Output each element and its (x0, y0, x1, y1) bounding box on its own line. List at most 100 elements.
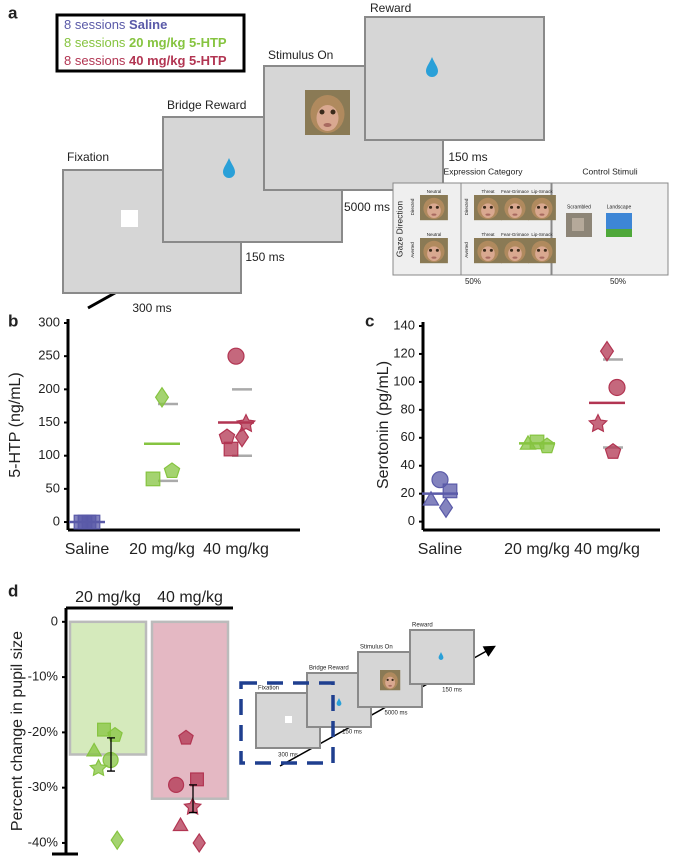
duration: 150 ms (342, 730, 362, 736)
monkey-image (474, 195, 502, 221)
point (604, 443, 622, 459)
screen-label: Reward (370, 1, 411, 15)
thumbnail (528, 195, 556, 221)
y-tick-label: -10% (28, 669, 59, 684)
heading: Control Stimuli (582, 166, 637, 176)
row-label: Directed (410, 198, 415, 215)
thumbnail (474, 238, 502, 264)
y-tick-label: 100 (393, 373, 415, 388)
point (145, 471, 161, 487)
y-axis-label: 5-HTP (ng/mL) (7, 372, 24, 478)
fixation-point (121, 210, 138, 227)
monkey-image (420, 195, 448, 221)
expression-label: Lip-Smack (531, 232, 553, 237)
x-tick-label: 20 mg/kg (75, 589, 141, 606)
legend-entry: 8 sessions Saline (64, 17, 167, 32)
highlight-box (239, 681, 335, 765)
point (178, 729, 194, 745)
stimulus-grid: Directed Directed Neutral Threat Fear-Grimac… (410, 189, 632, 264)
duration: 150 ms (448, 150, 487, 164)
legend-name: 20 mg/kg 5-HTP (129, 35, 227, 50)
expression-label: Threat (481, 189, 495, 194)
duration: 300 ms (278, 753, 298, 759)
y-tick-label: 300 (38, 314, 60, 329)
scrambled-image (572, 218, 584, 231)
thumbnail (501, 195, 529, 221)
screen-label: Bridge Reward (167, 98, 246, 112)
monkey-image (528, 238, 556, 264)
point (163, 462, 181, 479)
expression-label: Fear-Grimace (501, 232, 529, 237)
x-tick-label: Saline (418, 541, 463, 558)
y-tick-label: -40% (28, 834, 59, 849)
legend-entry: 8 sessions 20 mg/kg 5-HTP (64, 35, 227, 50)
landscape-grass (606, 229, 632, 237)
legend-name: Saline (129, 17, 167, 32)
y-tick-label: 0 (53, 513, 60, 528)
point (234, 426, 250, 448)
legend-entry: 8 sessions 40 mg/kg 5-HTP (64, 53, 227, 68)
monkey-image (305, 90, 350, 135)
x-tick-label: Saline (65, 541, 110, 558)
y-tick-label: 40 (401, 457, 415, 472)
error-bar (107, 737, 115, 772)
x-tick-label: 40 mg/kg (574, 541, 640, 558)
thumbnail (420, 238, 448, 264)
point (85, 742, 103, 757)
share: 50% (465, 277, 481, 286)
legend-box (55, 13, 246, 73)
y-tick-label: 80 (401, 401, 415, 416)
y-axis-label: Percent change in pupil size (9, 631, 26, 831)
panel-label: b (8, 311, 18, 330)
monkey-image (420, 238, 448, 264)
x-tick-label: 20 mg/kg (504, 541, 570, 558)
point (442, 483, 458, 499)
point (89, 758, 108, 777)
x-tick-label: 40 mg/kg (203, 541, 269, 558)
y-tick-label: 150 (38, 414, 60, 429)
row-label: Averted (464, 242, 469, 258)
point (218, 428, 236, 445)
legend-count: 8 sessions (64, 53, 126, 68)
point (192, 832, 206, 854)
screen-label: Bridge Reward (309, 666, 349, 672)
thumbnail (528, 238, 556, 264)
duration: 5000 ms (384, 711, 407, 717)
expression-label: Neutral (427, 189, 442, 194)
monkey-image (474, 238, 502, 264)
legend-name: 40 mg/kg 5-HTP (129, 53, 227, 68)
monkey-image (501, 195, 529, 221)
expression-label: Neutral (427, 232, 442, 237)
x-tick-label: 40 mg/kg (157, 589, 223, 606)
y-tick-label: 250 (38, 348, 60, 363)
point (168, 776, 185, 793)
y-tick-label: 0 (408, 513, 415, 528)
y-tick-label: 120 (393, 345, 415, 360)
thumbnail (420, 195, 448, 221)
duration: 150 ms (245, 250, 284, 264)
point (438, 496, 454, 519)
x-tick-label: 20 mg/kg (129, 541, 195, 558)
screen-label: Stimulus On (268, 48, 333, 62)
y-tick-label: 100 (38, 447, 60, 462)
thumbnail (606, 213, 632, 237)
y-tick-label: 200 (38, 381, 60, 396)
duration: 150 ms (442, 688, 462, 694)
thumbnail (501, 238, 529, 264)
legend-count: 8 sessions (64, 17, 126, 32)
expression-label: Threat (481, 232, 495, 237)
y-tick-label: 0 (51, 613, 58, 628)
panel-label: a (8, 3, 18, 22)
fixation-point (285, 716, 292, 723)
control-label: Scrambled (567, 204, 591, 210)
y-tick-label: 50 (46, 480, 60, 495)
point (608, 378, 626, 397)
monkey-image (380, 670, 401, 691)
screen-label: Fixation (258, 686, 279, 692)
screen (364, 16, 545, 141)
expression-label: Fear-Grimace (501, 189, 529, 194)
legend-count: 8 sessions (64, 35, 126, 50)
duration: 5000 ms (344, 200, 390, 214)
